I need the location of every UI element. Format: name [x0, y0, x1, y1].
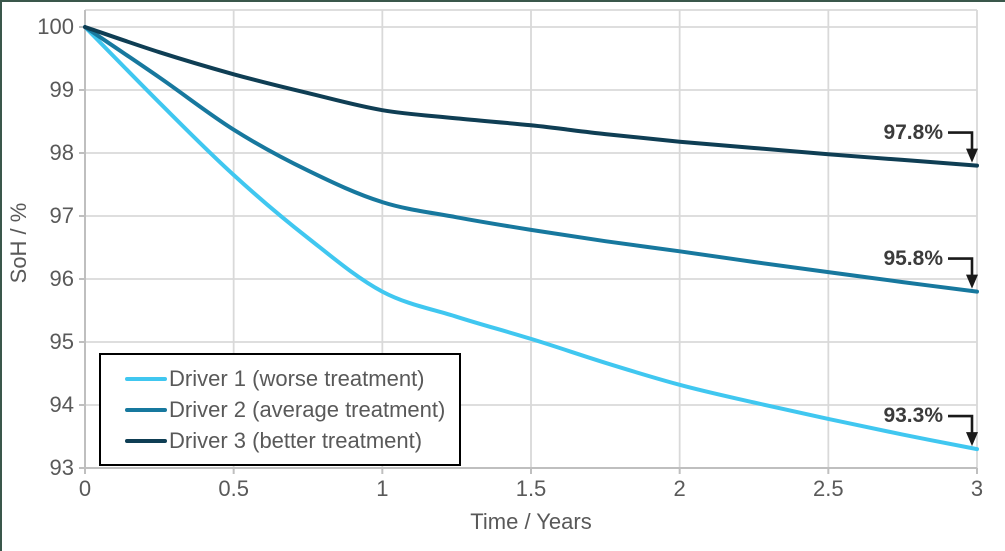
- x-axis-title: Time / Years: [470, 509, 592, 534]
- series-line-driver-2: [83, 25, 979, 294]
- legend-swatch-driver-3-icon: [125, 438, 167, 443]
- legend-item-driver-1: Driver 1 (worse treatment): [125, 364, 445, 393]
- annotation-arrow-icon: [948, 414, 974, 434]
- annotation-arrowhead-icon: [966, 432, 978, 447]
- legend-label-driver-2: Driver 2 (average treatment): [169, 396, 446, 422]
- legend-swatch-driver-1-icon: [125, 376, 167, 381]
- series-line-driver-1: [83, 25, 979, 452]
- y-tick-label: 96: [49, 266, 74, 291]
- y-tick-label: 93: [49, 455, 74, 480]
- legend-label-driver-1: Driver 1 (worse treatment): [169, 365, 425, 391]
- annotation-arrowhead-icon: [966, 148, 978, 163]
- legend-item-driver-2: Driver 2 (average treatment): [125, 395, 445, 424]
- screenshot-edge-artifact-left: [0, 0, 2, 551]
- y-tick-label: 94: [49, 392, 74, 417]
- annotation-arrow-icon: [948, 257, 974, 276]
- legend: Driver 1 (worse treatment) Driver 2 (ave…: [99, 353, 462, 466]
- annotation-driver-3: 97.8%: [883, 120, 943, 144]
- legend-item-driver-3: Driver 3 (better treatment): [125, 426, 445, 455]
- annotation-arrow-icon: [948, 131, 974, 150]
- y-tick-label: 97: [49, 203, 74, 228]
- x-tick-label: 3: [970, 476, 984, 501]
- series-line-driver-3: [83, 25, 979, 168]
- x-tick-label: 0.5: [218, 476, 249, 501]
- annotation-driver-2: 95.8%: [883, 246, 943, 270]
- y-tick-label: 98: [49, 140, 74, 165]
- y-tick-label: 95: [49, 329, 74, 354]
- x-tick-label: 1: [376, 476, 389, 501]
- legend-swatch-driver-2-icon: [125, 407, 167, 412]
- y-tick-label: 100: [37, 14, 74, 39]
- x-tick-label: 1.5: [515, 476, 547, 501]
- annotation-arrowhead-icon: [966, 274, 978, 289]
- annotation-driver-1: 93.3%: [883, 404, 943, 428]
- x-tick-label: 2.5: [813, 476, 844, 501]
- x-tick-label: 2: [673, 476, 686, 501]
- screenshot-edge-artifact-top: [0, 0, 1005, 2]
- x-tick-label: 0: [78, 476, 92, 501]
- legend-label-driver-3: Driver 3 (better treatment): [169, 427, 423, 453]
- y-tick-label: 99: [49, 77, 74, 102]
